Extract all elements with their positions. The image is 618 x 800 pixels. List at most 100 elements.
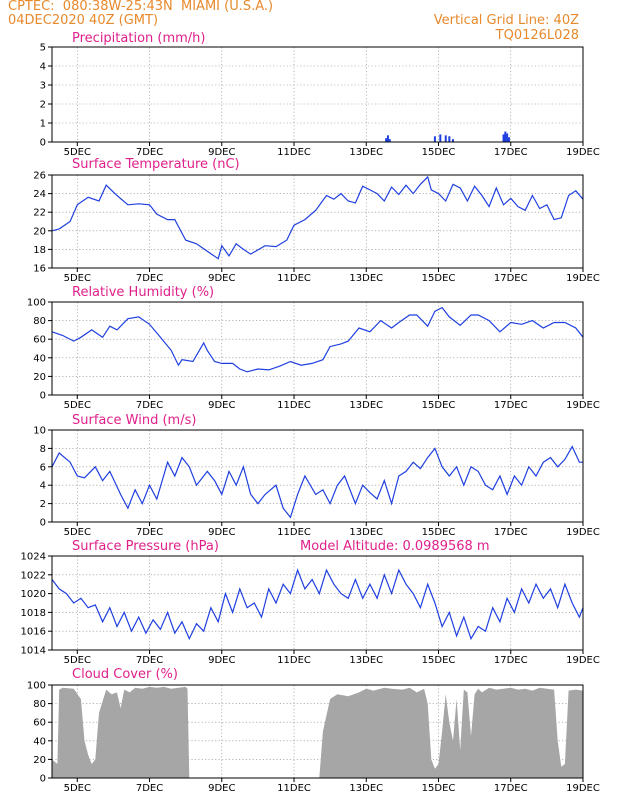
- cloud-title: Cloud Cover (%): [72, 667, 178, 682]
- precip-xtick-label: 13DEC: [349, 147, 383, 158]
- rh-ytick-label: 20: [33, 372, 46, 383]
- precip-xtick-label: 17DEC: [494, 147, 528, 158]
- wind-xtick-label: 19DEC: [566, 527, 600, 538]
- wind-ytick-label: 0: [40, 518, 46, 529]
- precip-title: Precipitation (mm/h): [72, 31, 205, 46]
- wind-ytick-label: 2: [40, 499, 46, 510]
- cloud-area: [52, 686, 583, 778]
- wind-xtick-label: 17DEC: [494, 527, 528, 538]
- precip-ytick-label: 2: [40, 100, 46, 111]
- temp-line: [51, 175, 584, 260]
- cloud-xtick-label: 17DEC: [494, 783, 528, 794]
- rh-xtick-label: 13DEC: [349, 400, 383, 411]
- precip-bar: [388, 139, 391, 142]
- pressure-annotation: Model Altitude: 0.0989568 m: [300, 539, 490, 554]
- temp-xtick-label: 19DEC: [566, 273, 600, 284]
- precip-ytick-label: 3: [40, 81, 46, 92]
- precip-bar: [507, 137, 510, 142]
- header-grid-line: Vertical Grid Line: 40Z: [433, 13, 579, 28]
- cloud-xtick-label: 5DEC: [64, 783, 91, 794]
- cloud-ytick-label: 0: [40, 774, 46, 785]
- temp-ytick-label: 16: [33, 264, 46, 275]
- pressure-xtick-label: 7DEC: [136, 655, 163, 666]
- cloud-xtick-label: 9DEC: [208, 783, 235, 794]
- cloud-ytick-label: 20: [33, 755, 46, 766]
- rh-xtick-label: 17DEC: [494, 400, 528, 411]
- wind-xtick-label: 9DEC: [208, 527, 235, 538]
- precip-frame: [51, 46, 584, 143]
- precip-bar: [506, 133, 509, 142]
- temp-ytick-label: 20: [33, 226, 46, 237]
- wind-xtick-label: 11DEC: [277, 527, 311, 538]
- wind-xtick-label: 5DEC: [64, 527, 91, 538]
- temp-ytick-label: 26: [33, 171, 46, 182]
- temp-xtick-label: 7DEC: [136, 273, 163, 284]
- wind-title: Surface Wind (m/s): [72, 413, 196, 428]
- precip-xtick-label: 7DEC: [136, 147, 163, 158]
- precip-ytick-label: 4: [40, 62, 46, 73]
- cloud-ytick-label: 80: [33, 699, 46, 710]
- precip-bar: [448, 136, 451, 142]
- cloud-xtick-label: 13DEC: [349, 783, 383, 794]
- pressure-ytick-label: 1014: [21, 646, 46, 657]
- pressure-line: [51, 568, 584, 641]
- precip-xtick-label: 11DEC: [277, 147, 311, 158]
- precip-bar: [433, 136, 436, 142]
- precip-bar: [385, 138, 388, 142]
- precip-bar: [386, 135, 389, 142]
- precip-bar: [502, 134, 505, 142]
- rh-ytick-label: 100: [27, 298, 46, 309]
- precip-xtick-label: 19DEC: [566, 147, 600, 158]
- wind-xtick-label: 15DEC: [422, 527, 456, 538]
- header-source-location: CPTEC: 080:38W-25:43N MIAMI (U.S.A.): [8, 0, 273, 14]
- precip-xtick-label: 15DEC: [422, 147, 456, 158]
- temp-xtick-label: 15DEC: [422, 273, 456, 284]
- header-location: 080:38W-25:43N MIAMI (U.S.A.): [62, 0, 274, 14]
- rh-xtick-label: 15DEC: [422, 400, 456, 411]
- wind-frame: [51, 429, 584, 523]
- rh-xtick-label: 19DEC: [566, 400, 600, 411]
- temp-xtick-label: 5DEC: [64, 273, 91, 284]
- wind-ytick-label: 6: [40, 462, 46, 473]
- rh-xtick-label: 9DEC: [208, 400, 235, 411]
- rh-xtick-label: 11DEC: [277, 400, 311, 411]
- pressure-frame: [51, 555, 584, 651]
- cloud-ytick-label: 100: [27, 681, 46, 692]
- cloud-frame: [51, 684, 584, 779]
- rh-ytick-label: 80: [33, 316, 46, 327]
- pressure-ytick-label: 1020: [21, 589, 46, 600]
- pressure-xtick-label: 11DEC: [277, 655, 311, 666]
- temp-title: Surface Temperature (nC): [72, 157, 240, 172]
- pressure-title: Surface Pressure (hPa): [72, 539, 219, 554]
- precip-bar: [451, 139, 454, 142]
- precip-bar: [439, 134, 442, 142]
- temp-xtick-label: 9DEC: [208, 273, 235, 284]
- temp-xtick-label: 11DEC: [277, 273, 311, 284]
- precip-bar: [504, 131, 507, 142]
- header-run-date: 04DEC2020 40Z (GMT): [8, 13, 159, 28]
- temp-ytick-label: 22: [33, 208, 46, 219]
- wind-ytick-label: 10: [33, 426, 46, 437]
- wind-xtick-label: 13DEC: [349, 527, 383, 538]
- rh-title: Relative Humidity (%): [72, 285, 214, 300]
- cloud-xtick-label: 15DEC: [422, 783, 456, 794]
- pressure-xtick-label: 5DEC: [64, 655, 91, 666]
- temp-ytick-label: 24: [33, 189, 46, 200]
- temp-xtick-label: 17DEC: [494, 273, 528, 284]
- pressure-ytick-label: 1018: [21, 608, 46, 619]
- pressure-xtick-label: 17DEC: [494, 655, 528, 666]
- wind-ytick-label: 8: [40, 444, 46, 455]
- rh-ytick-label: 40: [33, 353, 46, 364]
- temp-frame: [51, 174, 584, 269]
- cloud-ytick-label: 60: [33, 718, 46, 729]
- cloud-xtick-label: 19DEC: [566, 783, 600, 794]
- precip-xtick-label: 9DEC: [208, 147, 235, 158]
- pressure-xtick-label: 13DEC: [349, 655, 383, 666]
- rh-xtick-label: 7DEC: [136, 400, 163, 411]
- rh-ytick-label: 0: [40, 391, 46, 402]
- temp-ytick-label: 18: [33, 245, 46, 256]
- precip-ytick-label: 1: [40, 119, 46, 130]
- pressure-xtick-label: 9DEC: [208, 655, 235, 666]
- cloud-xtick-label: 7DEC: [136, 783, 163, 794]
